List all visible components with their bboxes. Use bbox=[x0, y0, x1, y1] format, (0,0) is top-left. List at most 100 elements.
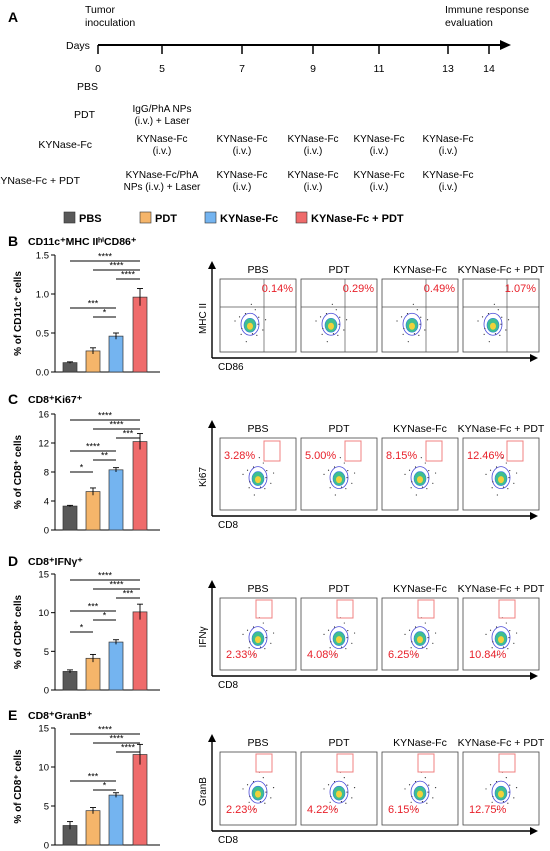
flow-contour bbox=[329, 626, 349, 649]
flow-event-dot bbox=[246, 469, 249, 471]
bar bbox=[85, 657, 101, 691]
flow-event-dot bbox=[414, 780, 417, 783]
timeline-axis-label: Days bbox=[66, 40, 90, 52]
flow-event-dot bbox=[427, 477, 429, 479]
flow-event-dot bbox=[244, 313, 247, 315]
panel-letter-a: A bbox=[8, 9, 18, 25]
flow-y-arrow bbox=[208, 261, 216, 269]
timeline-day-label: 0 bbox=[95, 63, 101, 75]
timeline-treatment: (i.v.) bbox=[370, 182, 389, 193]
flow-event-dot bbox=[346, 637, 348, 639]
flow-event-dot bbox=[406, 313, 409, 315]
flow-event-dot bbox=[338, 323, 340, 325]
flow-percentage: 3.28% bbox=[224, 450, 255, 462]
flow-event-dot bbox=[323, 788, 325, 790]
flow-event-dot bbox=[515, 632, 518, 634]
flow-event-dot bbox=[416, 309, 418, 311]
timeline-group-label: KYNase-Fc + PDT bbox=[0, 175, 81, 187]
significance-label: * bbox=[103, 308, 107, 318]
timeline-end-label: evaluation bbox=[445, 17, 493, 29]
gate-box bbox=[336, 599, 354, 619]
flow-event-dot bbox=[265, 637, 267, 639]
flow-contour bbox=[329, 466, 349, 490]
flow-density-core bbox=[247, 322, 253, 330]
flow-event-dot bbox=[330, 481, 332, 483]
flow-event-dot bbox=[501, 457, 503, 459]
flow-event-dot bbox=[242, 473, 244, 475]
flow-contour bbox=[410, 780, 430, 804]
flow-event-dot bbox=[327, 469, 330, 471]
flow-event-dot bbox=[319, 316, 322, 318]
flow-event-dot bbox=[424, 462, 426, 464]
flow-event-dot bbox=[327, 784, 330, 786]
flow-event-dot bbox=[334, 808, 336, 811]
flow-event-dot bbox=[505, 329, 507, 331]
flow-event-dot bbox=[259, 646, 262, 648]
flow-group-label: PBS bbox=[247, 737, 268, 749]
flow-event-dot bbox=[493, 303, 495, 305]
significance-label: *** bbox=[123, 589, 134, 599]
bar bbox=[62, 671, 78, 691]
significance-label: * bbox=[80, 623, 84, 633]
flow-event-dot bbox=[426, 488, 428, 490]
flow-y-label: Ki67 bbox=[198, 467, 209, 487]
flow-event-dot bbox=[270, 797, 272, 799]
flow-event-dot bbox=[407, 341, 409, 343]
flow-event-dot bbox=[262, 462, 264, 464]
y-tick-label: 0 bbox=[44, 686, 49, 697]
flow-density-core bbox=[336, 636, 342, 644]
flow-event-dot bbox=[248, 647, 250, 649]
flow-event-dot bbox=[483, 333, 485, 336]
y-tick-label: 15 bbox=[38, 570, 49, 581]
flow-event-dot bbox=[249, 795, 251, 798]
flow-event-dot bbox=[252, 626, 255, 628]
flow-event-dot bbox=[496, 654, 498, 656]
flow-event-dot bbox=[264, 802, 266, 804]
significance-label: *** bbox=[88, 602, 99, 612]
flow-percentage: 12.75% bbox=[469, 804, 507, 816]
flow-event-dot bbox=[404, 633, 406, 635]
flow-event-dot bbox=[421, 801, 424, 803]
timeline-treatment: (i.v.) + Laser bbox=[134, 116, 190, 127]
flow-event-dot bbox=[396, 320, 398, 322]
y-tick-label: 5 bbox=[44, 802, 49, 813]
flow-event-dot bbox=[272, 472, 275, 474]
flow-event-dot bbox=[321, 333, 323, 336]
flow-event-dot bbox=[404, 473, 406, 475]
flow-event-dot bbox=[487, 313, 490, 315]
flow-event-dot bbox=[428, 469, 430, 472]
significance-label: ** bbox=[101, 451, 109, 461]
flow-event-dot bbox=[408, 784, 411, 786]
flow-event-dot bbox=[241, 327, 243, 330]
flow-contour bbox=[491, 780, 511, 804]
flow-density-core bbox=[417, 790, 423, 798]
flow-event-dot bbox=[507, 488, 509, 490]
timeline-day-label: 9 bbox=[310, 63, 316, 75]
flow-density-core bbox=[498, 476, 504, 484]
timeline-treatment: NPs (i.v.) + Laser bbox=[124, 182, 201, 193]
flow-event-dot bbox=[432, 642, 434, 644]
timeline-treatment: KYNase-Fc bbox=[353, 134, 404, 145]
flow-event-dot bbox=[434, 632, 437, 634]
flow-percentage: 2.33% bbox=[226, 649, 257, 661]
gate-box bbox=[498, 599, 516, 619]
flow-percentage: 2.23% bbox=[226, 804, 257, 816]
flow-contour bbox=[410, 466, 430, 490]
flow-event-dot bbox=[491, 801, 493, 803]
flow-event-dot bbox=[412, 303, 414, 305]
y-axis-label: % of CD11c⁺ cells bbox=[13, 271, 24, 356]
flow-contour bbox=[402, 312, 422, 336]
y-tick-label: 16 bbox=[38, 410, 49, 421]
timeline-day-label: 14 bbox=[483, 63, 495, 75]
flow-group-label: PBS bbox=[247, 583, 268, 595]
flow-event-dot bbox=[251, 333, 254, 335]
flow-percentage: 8.15% bbox=[386, 450, 417, 462]
flow-density-core bbox=[255, 636, 261, 644]
timeline-treatment: KYNase-Fc bbox=[287, 170, 338, 181]
flow-event-dot bbox=[408, 469, 411, 471]
flow-event-dot bbox=[351, 797, 353, 799]
flow-event-dot bbox=[507, 319, 510, 321]
flow-event-dot bbox=[323, 473, 325, 475]
gate-box bbox=[255, 599, 273, 619]
flow-group-label: PDT bbox=[329, 423, 351, 435]
